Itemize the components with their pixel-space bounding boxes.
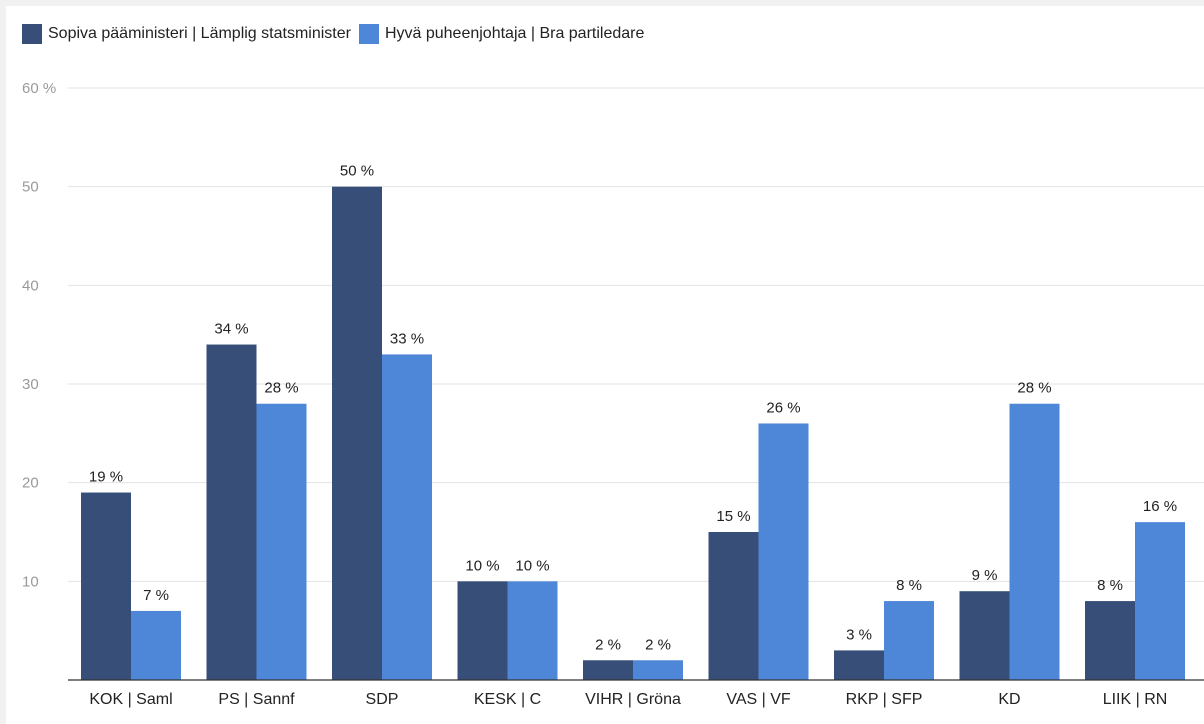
- data-label-s1-c8: 16 %: [1143, 498, 1177, 515]
- data-label-s1-c0: 7 %: [143, 587, 169, 604]
- y-tick-label-50: 50: [22, 179, 39, 196]
- data-label-s1-c7: 28 %: [1017, 380, 1051, 397]
- y-tick-label-30: 30: [22, 376, 39, 393]
- data-label-s0-c7: 9 %: [972, 567, 998, 584]
- legend-swatch-party-leader: [358, 24, 379, 44]
- data-label-s0-c5: 15 %: [716, 508, 750, 525]
- x-tick-label-7: KD: [998, 691, 1020, 708]
- x-tick-label-8: LIIK | RN: [1103, 691, 1168, 708]
- data-label-s0-c0: 19 %: [89, 469, 123, 486]
- data-label-s0-c2: 50 %: [340, 163, 374, 180]
- bar-s1-c1: [256, 403, 307, 680]
- x-tick-label-5: VAS | VF: [726, 691, 791, 708]
- y-tick-label-60: 60 %: [22, 80, 56, 97]
- bar-s1-c7: [1009, 403, 1060, 680]
- bar-s0-c0: [81, 492, 131, 680]
- bar-chart: 10 20 30 40 50 60 % 19 % 7 % KOK | Saml 34 % 28 % P…: [22, 80, 1204, 708]
- legend-label-party-leader: Hyvä puheenjohtaja | Bra partiledare: [384, 25, 645, 42]
- bar-s0-c5: [708, 532, 759, 680]
- data-label-s1-c2: 33 %: [390, 330, 424, 347]
- x-tick-label-0: KOK | Saml: [89, 691, 172, 708]
- bar-s0-c4: [583, 660, 633, 680]
- bar-s0-c2: [332, 186, 382, 680]
- legend-item-party-leader: Hyvä puheenjohtaja | Bra partiledare: [358, 24, 645, 44]
- x-tick-label-6: RKP | SFP: [846, 691, 923, 708]
- bar-s1-c8: [1135, 522, 1185, 680]
- bar-s0-c7: [959, 591, 1010, 680]
- bar-s1-c3: [507, 581, 558, 680]
- x-tick-label-4: VIHR | Gröna: [585, 691, 681, 708]
- data-label-s0-c1: 34 %: [214, 321, 248, 338]
- data-label-s1-c6: 8 %: [896, 577, 922, 594]
- bar-s1-c6: [884, 601, 934, 680]
- data-label-s1-c5: 26 %: [766, 399, 800, 416]
- data-label-s0-c4: 2 %: [595, 636, 621, 653]
- x-tick-label-3: KESK | C: [474, 691, 541, 708]
- x-tick-label-1: PS | Sannf: [218, 691, 295, 708]
- data-label-s0-c8: 8 %: [1097, 577, 1123, 594]
- bar-s1-c4: [633, 660, 683, 680]
- y-tick-label-10: 10: [22, 573, 39, 590]
- bar-s0-c3: [457, 581, 508, 680]
- data-label-s1-c3: 10 %: [515, 557, 549, 574]
- data-label-s1-c4: 2 %: [645, 636, 671, 653]
- data-label-s0-c6: 3 %: [846, 626, 872, 643]
- bar-s0-c6: [834, 650, 884, 680]
- bar-s1-c0: [131, 610, 181, 680]
- bar-s1-c2: [382, 354, 432, 680]
- bar-s0-c8: [1085, 601, 1135, 680]
- legend-item-prime-minister: Sopiva pääministeri | Lämplig statsminis…: [22, 24, 351, 44]
- bar-s0-c1: [206, 344, 257, 680]
- legend: Sopiva pääministeri | Lämplig statsminis…: [22, 24, 652, 44]
- chart-frame: Sopiva pääministeri | Lämplig statsminis…: [6, 6, 1204, 724]
- data-label-s1-c1: 28 %: [264, 380, 298, 397]
- y-tick-label-20: 20: [22, 475, 39, 492]
- legend-swatch-prime-minister: [22, 24, 42, 44]
- bar-s1-c5: [758, 423, 809, 680]
- legend-label-prime-minister: Sopiva pääministeri | Lämplig statsminis…: [48, 25, 351, 42]
- data-label-s0-c3: 10 %: [465, 557, 499, 574]
- x-tick-label-2: SDP: [366, 691, 399, 708]
- y-tick-label-40: 40: [22, 277, 39, 294]
